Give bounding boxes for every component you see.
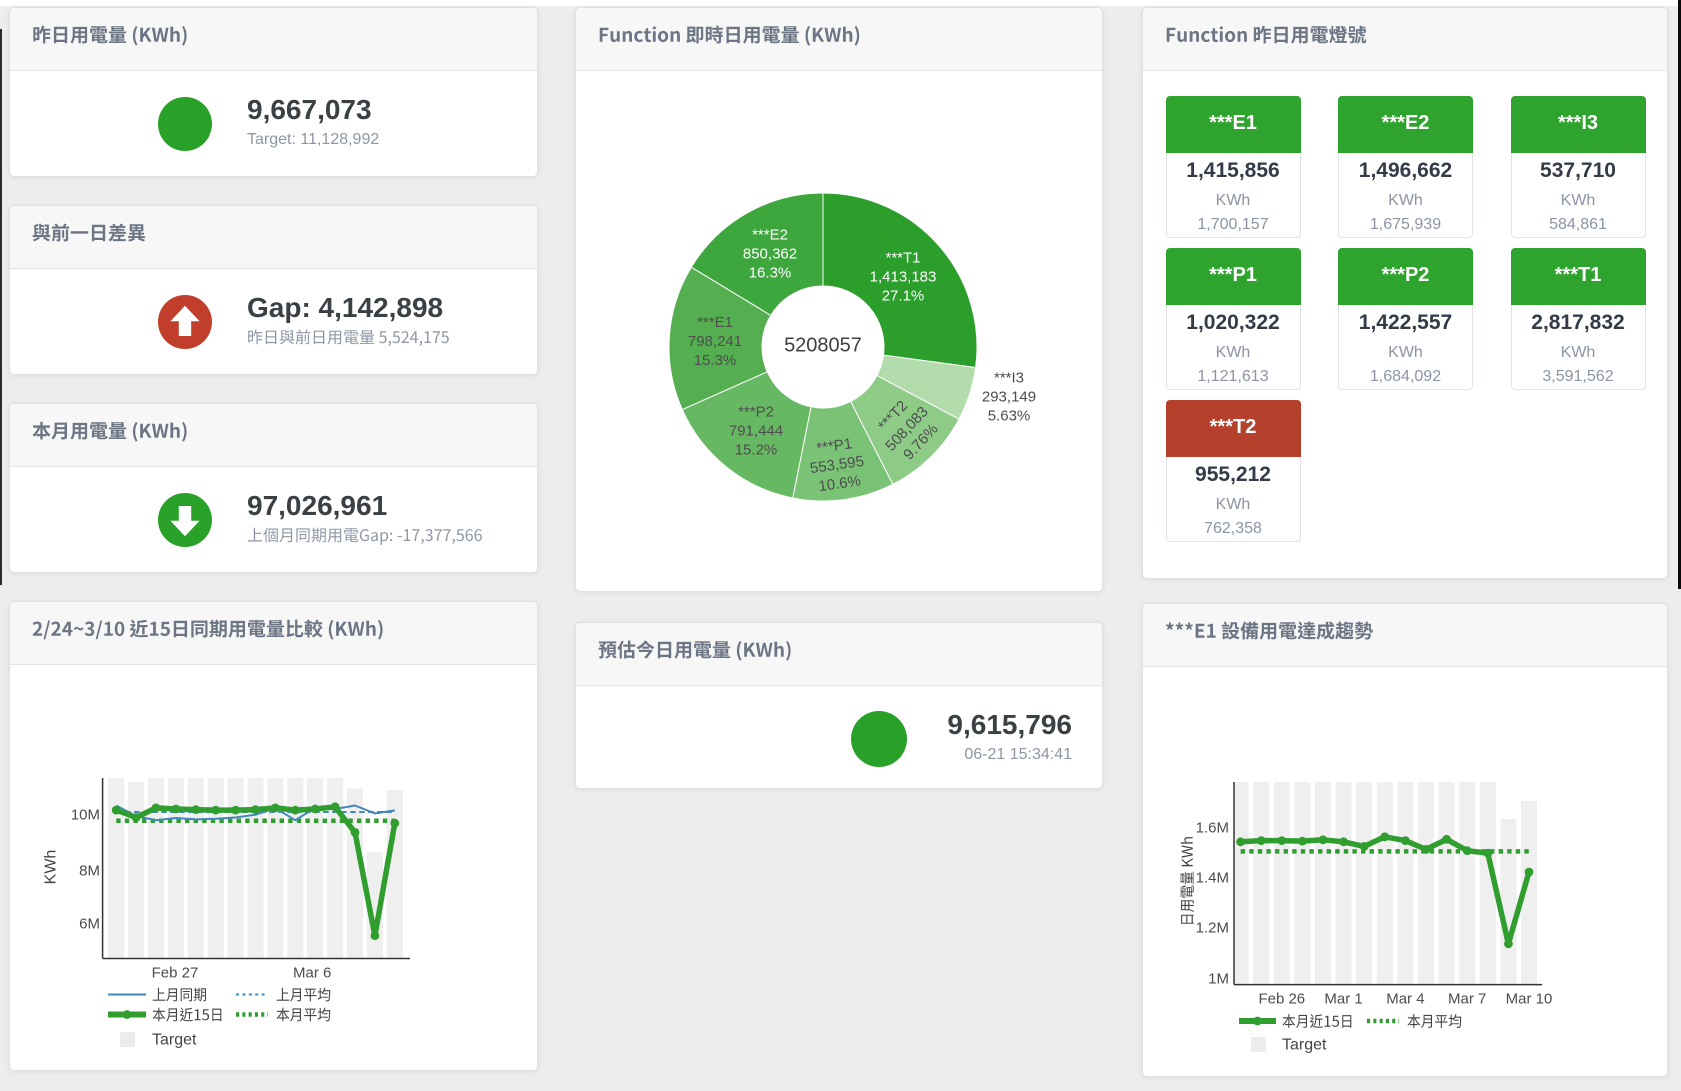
- svg-text:***I3: ***I3: [994, 370, 1024, 387]
- svg-text:***P1: ***P1: [815, 435, 853, 457]
- svg-text:1.6M: 1.6M: [1196, 820, 1229, 837]
- svg-text:***E2: ***E2: [752, 227, 788, 244]
- svg-text:Mar 10: Mar 10: [1506, 991, 1553, 1008]
- svg-text:Mar 7: Mar 7: [1448, 991, 1486, 1008]
- svg-text:5.63%: 5.63%: [988, 408, 1031, 425]
- svg-text:15.2%: 15.2%: [735, 442, 778, 459]
- svg-text:Mar 6: Mar 6: [293, 965, 331, 982]
- svg-text:293,149: 293,149: [982, 389, 1036, 406]
- svg-text:5208057: 5208057: [784, 335, 862, 357]
- svg-text:10M: 10M: [71, 807, 100, 824]
- svg-text:Target: Target: [1282, 1037, 1327, 1054]
- svg-text:Mar 4: Mar 4: [1386, 991, 1424, 1008]
- svg-text:***E1: ***E1: [697, 314, 733, 331]
- svg-text:Feb 27: Feb 27: [152, 965, 199, 982]
- svg-text:Target: Target: [152, 1032, 197, 1049]
- svg-text:KWh: KWh: [43, 850, 60, 885]
- svg-text:Mar 1: Mar 1: [1324, 991, 1362, 1008]
- svg-text:15.3%: 15.3%: [694, 352, 737, 369]
- svg-text:8M: 8M: [79, 863, 100, 880]
- svg-text:798,241: 798,241: [688, 333, 742, 350]
- svg-text:1.2M: 1.2M: [1196, 920, 1229, 937]
- svg-text:850,362: 850,362: [743, 246, 797, 263]
- svg-text:1.4M: 1.4M: [1196, 870, 1229, 887]
- svg-text:1,413,183: 1,413,183: [870, 269, 937, 286]
- svg-text:***T1: ***T1: [885, 250, 920, 267]
- svg-text:791,444: 791,444: [729, 423, 783, 440]
- svg-text:6M: 6M: [79, 916, 100, 933]
- svg-text:Feb 26: Feb 26: [1258, 991, 1305, 1008]
- svg-text:1M: 1M: [1208, 971, 1229, 988]
- svg-text:16.3%: 16.3%: [749, 265, 792, 282]
- svg-text:27.1%: 27.1%: [882, 288, 925, 305]
- svg-text:***P2: ***P2: [738, 404, 774, 421]
- svg-text:10.6%: 10.6%: [817, 472, 861, 495]
